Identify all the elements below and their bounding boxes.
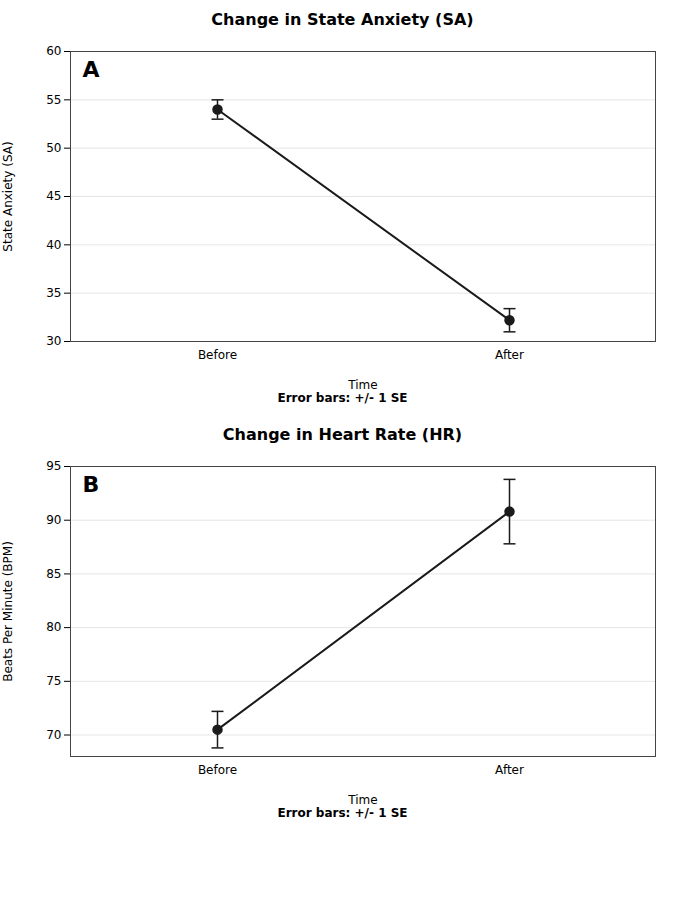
svg-text:70: 70 (46, 728, 61, 742)
svg-text:After: After (495, 348, 524, 362)
svg-text:Time: Time (347, 378, 377, 392)
svg-text:85: 85 (46, 567, 61, 581)
html-text:Error bars: +/- 1 SE: Error bars: +/- 1 SE (277, 391, 408, 405)
svg-text:40: 40 (46, 238, 61, 252)
svg-text:Time: Time (347, 793, 377, 807)
svg-text:Before: Before (198, 763, 237, 777)
svg-text:30: 30 (46, 334, 61, 348)
html-text:Error bars: +/- 1 SE: Error bars: +/- 1 SE (277, 806, 408, 820)
html-text:Change in State Anxiety (SA): Change in State Anxiety (SA) (211, 10, 474, 29)
svg-text:A: A (83, 57, 100, 82)
html-text:Change in Heart Rate (HR): Change in Heart Rate (HR) (222, 425, 463, 444)
svg-text:75: 75 (46, 674, 61, 688)
svg-text:45: 45 (46, 189, 61, 203)
svg-text:90: 90 (46, 513, 61, 527)
svg-text:95: 95 (46, 459, 61, 473)
svg-text:State Anxiety (SA): State Anxiety (SA) (1, 141, 15, 251)
svg-text:B: B (83, 472, 100, 497)
svg-text:60: 60 (46, 44, 61, 58)
svg-text:Beats Per Minute (BPM): Beats Per Minute (BPM) (1, 541, 15, 682)
svg-text:Before: Before (198, 348, 237, 362)
svg-text:35: 35 (46, 286, 61, 300)
svg-text:After: After (495, 763, 524, 777)
svg-text:80: 80 (46, 620, 61, 634)
svg-text:50: 50 (46, 141, 61, 155)
svg-text:55: 55 (46, 93, 61, 107)
